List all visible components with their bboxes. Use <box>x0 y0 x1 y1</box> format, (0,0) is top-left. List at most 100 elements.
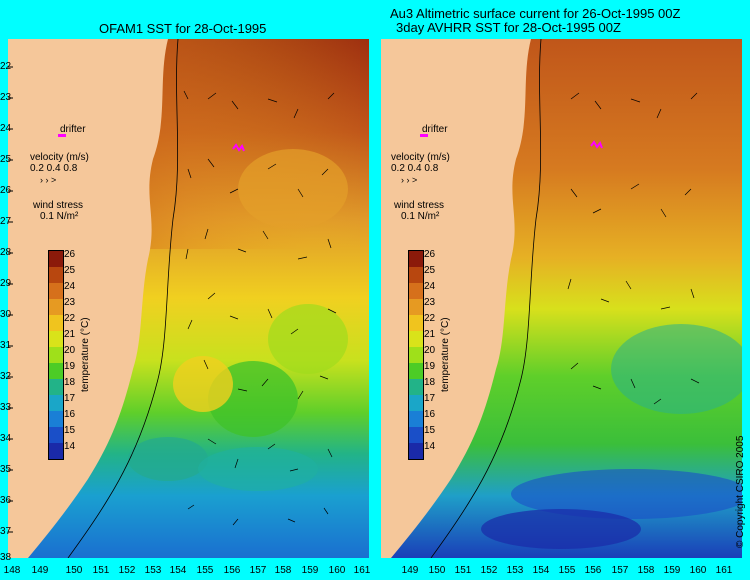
lat-label: 30 <box>0 309 12 320</box>
colorbar-level: 20 <box>64 345 76 356</box>
lon-label: 149 <box>31 565 49 576</box>
lon-label: 158 <box>274 565 292 576</box>
right-map-panel <box>381 39 742 558</box>
drifter-legend-label: drifter <box>60 124 86 135</box>
lon-label: 158 <box>637 565 655 576</box>
colorbar-level: 21 <box>424 329 436 340</box>
wind-legend-label: wind stress <box>33 200 84 211</box>
colorbar-level: 18 <box>64 377 76 388</box>
colorbar-level: 16 <box>64 409 76 420</box>
lat-label: 38 <box>0 552 12 563</box>
lon-label: 156 <box>584 565 602 576</box>
colorbar-level: 14 <box>424 441 436 452</box>
velocity-legend-arrows: › › > <box>401 175 418 185</box>
colorbar-level: 15 <box>64 425 76 436</box>
colorbar-level: 22 <box>424 313 436 324</box>
left-colorbar <box>48 250 64 460</box>
colorbar-level: 19 <box>424 361 436 372</box>
lon-label: 153 <box>144 565 162 576</box>
lat-label: 31 <box>0 340 12 351</box>
lon-label: 159 <box>663 565 681 576</box>
lat-label: 28 <box>0 247 12 258</box>
lon-label: 150 <box>428 565 446 576</box>
lon-label: 152 <box>118 565 136 576</box>
colorbar-level: 20 <box>424 345 436 356</box>
lon-label: 153 <box>506 565 524 576</box>
left-sst-map <box>8 39 369 558</box>
colorbar-level: 18 <box>424 377 436 388</box>
lon-label: 155 <box>196 565 214 576</box>
colorbar-level: 14 <box>64 441 76 452</box>
colorbar-level: 17 <box>64 393 76 404</box>
lat-label: 23 <box>0 92 12 103</box>
velocity-legend-arrows: › › > <box>40 175 57 185</box>
velocity-vectors <box>183 90 337 526</box>
velocity-legend-scale: 0.2 0.4 0.8 <box>30 163 78 174</box>
lat-label: 35 <box>0 464 12 475</box>
velocity-vectors <box>567 92 700 405</box>
colorbar-level: 25 <box>424 265 436 276</box>
wind-legend-scale: 0.1 N/m² <box>40 211 79 222</box>
lat-label: 27 <box>0 216 12 227</box>
right-colorbar <box>408 250 424 460</box>
lat-label: 25 <box>0 154 12 165</box>
right-panel-title-line1: Au3 Altimetric surface current for 26-Oc… <box>390 6 681 21</box>
lon-label: 149 <box>401 565 419 576</box>
drifter-track <box>590 140 603 149</box>
colorbar-level: 24 <box>64 281 76 292</box>
wind-legend-label: wind stress <box>394 200 445 211</box>
wind-legend-scale: 0.1 N/m² <box>401 211 440 222</box>
lon-label: 160 <box>689 565 707 576</box>
colorbar-level: 19 <box>64 361 76 372</box>
lon-label: 160 <box>328 565 346 576</box>
lon-label: 151 <box>92 565 110 576</box>
colorbar-level: 24 <box>424 281 436 292</box>
colorbar-level: 15 <box>424 425 436 436</box>
lon-label: 155 <box>558 565 576 576</box>
lon-label: 159 <box>301 565 319 576</box>
colorbar-level: 26 <box>424 249 436 260</box>
colorbar-level: 25 <box>64 265 76 276</box>
left-colorbar-title: temperature (°C) <box>80 317 91 392</box>
velocity-legend-label: velocity (m/s) <box>30 152 89 163</box>
drifter-legend-marker <box>420 134 428 137</box>
velocity-legend-label: velocity (m/s) <box>391 152 450 163</box>
lat-label: 36 <box>0 495 12 506</box>
drifter-track <box>232 143 245 152</box>
lat-label: 24 <box>0 123 12 134</box>
lat-label: 22 <box>0 61 12 72</box>
lon-label: 154 <box>169 565 187 576</box>
lon-label: 154 <box>532 565 550 576</box>
axis-ticks <box>8 66 13 533</box>
lon-label: 161 <box>715 565 733 576</box>
left-map-panel <box>8 39 369 558</box>
left-panel-title: OFAM1 SST for 28-Oct-1995 <box>99 21 267 36</box>
colorbar-level: 23 <box>64 297 76 308</box>
lon-label: 157 <box>249 565 267 576</box>
lon-label: 151 <box>454 565 472 576</box>
drifter-legend-label: drifter <box>422 124 448 135</box>
colorbar-level: 26 <box>64 249 76 260</box>
lat-label: 37 <box>0 526 12 537</box>
lon-label: 161 <box>353 565 371 576</box>
lat-label: 33 <box>0 402 12 413</box>
colorbar-level: 21 <box>64 329 76 340</box>
right-panel-title-line2: 3day AVHRR SST for 28-Oct-1995 00Z <box>396 20 621 35</box>
right-sst-map <box>381 39 742 558</box>
drifter-legend-marker <box>58 134 66 137</box>
copyright-notice: © Copyright CSIRO 2005 <box>735 435 746 548</box>
lat-label: 32 <box>0 371 12 382</box>
velocity-legend-scale: 0.2 0.4 0.8 <box>391 163 439 174</box>
colorbar-level: 23 <box>424 297 436 308</box>
right-colorbar-title: temperature (°C) <box>440 317 451 392</box>
lat-label: 34 <box>0 433 12 444</box>
colorbar-level: 17 <box>424 393 436 404</box>
lon-label: 156 <box>223 565 241 576</box>
lon-label: 157 <box>611 565 629 576</box>
lon-label: 148 <box>3 565 21 576</box>
colorbar-level: 16 <box>424 409 436 420</box>
lat-label: 29 <box>0 278 12 289</box>
lon-label: 150 <box>65 565 83 576</box>
colorbar-level: 22 <box>64 313 76 324</box>
lon-label: 152 <box>480 565 498 576</box>
